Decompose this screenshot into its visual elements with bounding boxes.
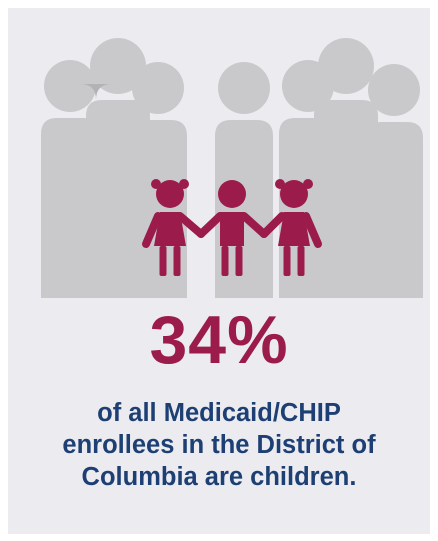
child-leg	[297, 246, 305, 276]
infographic-card: 34% of all Medicaid/CHIP enrollees in th…	[8, 8, 430, 534]
child-head	[156, 180, 184, 208]
adult-head	[282, 60, 334, 112]
people-illustration	[41, 38, 423, 298]
statistic-percent: 34%	[149, 302, 289, 378]
adult-head	[368, 64, 420, 116]
child-head	[218, 180, 246, 208]
child-arm	[197, 212, 224, 238]
caption-line-3: Columbia are children.	[81, 463, 357, 491]
adult-body	[41, 118, 99, 298]
child-pigtail	[151, 179, 161, 189]
child-body	[154, 212, 186, 246]
caption-line-2: enrollees in the District of	[62, 431, 376, 459]
child-body	[220, 212, 244, 246]
adult-head	[218, 62, 270, 114]
child-leg	[283, 246, 291, 276]
adult-silhouettes-icon	[41, 38, 423, 298]
child-leg	[235, 246, 243, 276]
child-leg	[159, 246, 167, 276]
statistic-caption: of all Medicaid/CHIP enrollees in the Di…	[8, 397, 430, 493]
child-pigtail	[179, 179, 189, 189]
adult-head	[44, 60, 96, 112]
child-body	[278, 212, 310, 246]
children-holding-hands-icon	[142, 179, 322, 276]
child-leg	[173, 246, 181, 276]
child-arm	[240, 212, 268, 238]
child-arm	[142, 212, 162, 248]
adult-body	[129, 120, 187, 298]
adult-head	[132, 62, 184, 114]
adult-body	[215, 120, 273, 298]
child-arm	[302, 212, 322, 248]
adult-head	[90, 38, 146, 94]
child-pigtail	[275, 179, 285, 189]
caption-line-1: of all Medicaid/CHIP	[97, 399, 341, 427]
child-leg	[221, 246, 229, 276]
adult-body	[279, 118, 337, 298]
child-pigtail	[303, 179, 313, 189]
child-head	[280, 180, 308, 208]
adult-body	[365, 122, 423, 298]
child-arm	[260, 212, 286, 238]
child-arm	[176, 212, 205, 238]
